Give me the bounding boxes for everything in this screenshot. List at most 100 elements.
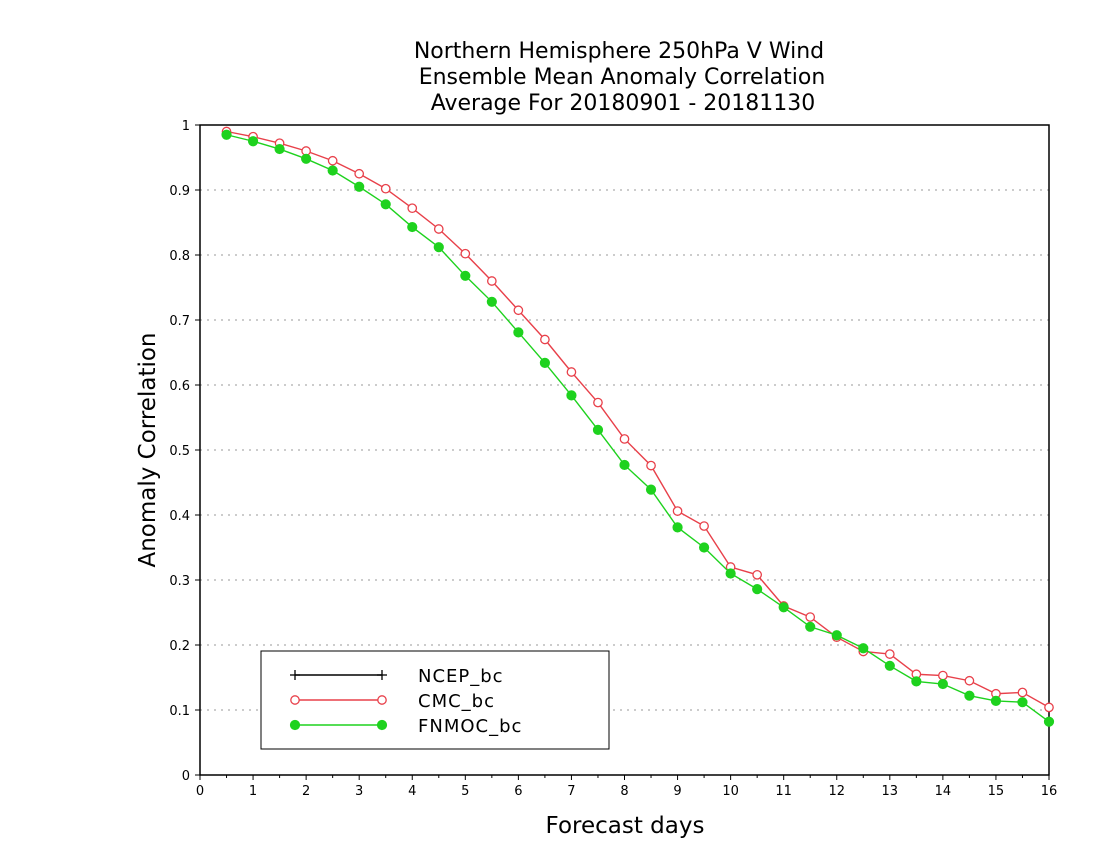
y-tick-label-5: 0.5 <box>169 444 190 459</box>
legend-label-cmc-bc: CMC_bc <box>418 691 495 712</box>
legend-item-cmc-bc: CMC_bc <box>290 691 495 712</box>
grid-lines <box>200 189 1049 711</box>
point-cmc-bc-11 <box>513 305 524 316</box>
series-line-cmc-bc <box>226 130 1050 709</box>
point-cmc-bc-15 <box>619 434 630 444</box>
point-fnmoc-bc-17 <box>672 522 683 533</box>
x-tick-label-12: 12 <box>828 784 845 799</box>
x-tick-label-7: 7 <box>567 784 575 799</box>
chart-title: Northern Hemisphere 250hPa V Wind Ensemb… <box>414 39 825 116</box>
point-cmc-bc-27 <box>938 670 948 681</box>
point-fnmoc-bc-3 <box>301 153 312 164</box>
point-fnmoc-bc-24 <box>858 643 869 654</box>
legend-marker-right-fnmoc-bc <box>376 719 388 731</box>
point-fnmoc-bc-19 <box>725 568 736 579</box>
x-tick-label-15: 15 <box>988 784 1005 799</box>
x-tick-label-1: 1 <box>249 784 257 799</box>
y-tick-label-0: 0 <box>182 769 190 784</box>
point-fnmoc-bc-5 <box>354 181 365 192</box>
x-tick-label-13: 13 <box>882 784 899 799</box>
y-tick-label-1: 0.1 <box>169 704 190 719</box>
y-tick-label-4: 0.4 <box>169 509 190 524</box>
legend-marker-left-cmc-bc <box>290 695 300 705</box>
x-tick-label-6: 6 <box>514 784 522 799</box>
x-tick-label-4: 4 <box>408 784 416 799</box>
point-fnmoc-bc-21 <box>778 602 789 613</box>
point-fnmoc-bc-23 <box>831 630 842 641</box>
point-cmc-bc-31 <box>1044 702 1054 713</box>
point-cmc-bc-20 <box>752 569 763 580</box>
legend-label-fnmoc-bc: FNMOC_bc <box>418 716 522 737</box>
point-cmc-bc-30 <box>1017 687 1028 698</box>
x-tick-label-5: 5 <box>461 784 469 799</box>
y-tick-label-10: 1 <box>182 119 190 134</box>
point-fnmoc-bc-29 <box>990 695 1002 707</box>
point-cmc-bc-14 <box>593 397 603 408</box>
point-cmc-bc-17 <box>672 506 683 516</box>
x-tick-label-16: 16 <box>1041 784 1058 799</box>
point-fnmoc-bc-13 <box>566 390 577 401</box>
point-fnmoc-bc-0 <box>221 129 232 140</box>
point-fnmoc-bc-28 <box>964 690 975 701</box>
point-fnmoc-bc-27 <box>937 678 948 690</box>
x-tick-label-8: 8 <box>620 784 628 799</box>
point-fnmoc-bc-26 <box>911 676 922 687</box>
point-fnmoc-bc-20 <box>752 584 763 595</box>
y-tick-label-2: 0.2 <box>169 639 190 654</box>
legend: NCEP_bc CMC_bc FNMOC_bc <box>260 650 610 750</box>
point-cmc-bc-25 <box>884 649 895 659</box>
y-tick-label-6: 0.6 <box>169 379 190 394</box>
series-cmc-bc <box>221 126 1054 713</box>
point-cmc-bc-16 <box>646 460 656 471</box>
y-tick-label-3: 0.3 <box>169 574 190 589</box>
point-fnmoc-bc-12 <box>539 357 551 368</box>
x-tick-label-0: 0 <box>196 784 204 799</box>
x-axis-label: Forecast days <box>546 813 705 839</box>
x-tick-label-11: 11 <box>775 784 792 799</box>
point-fnmoc-bc-9 <box>460 270 471 281</box>
point-cmc-bc-5 <box>354 168 365 179</box>
series-layer <box>221 126 1055 727</box>
point-cmc-bc-18 <box>699 521 709 531</box>
point-fnmoc-bc-8 <box>433 242 444 253</box>
point-fnmoc-bc-15 <box>619 459 630 471</box>
point-fnmoc-bc-10 <box>486 296 497 307</box>
title-line-2: Ensemble Mean Anomaly Correlation <box>419 65 826 90</box>
legend-item-ncep-bc: NCEP_bc <box>290 666 504 687</box>
point-cmc-bc-22 <box>805 612 816 622</box>
point-cmc-bc-7 <box>407 203 418 214</box>
legend-marker-right-ncep-bc <box>377 670 387 680</box>
point-fnmoc-bc-2 <box>274 143 285 155</box>
point-fnmoc-bc-1 <box>247 136 259 147</box>
legend-marker-left-ncep-bc <box>290 670 300 680</box>
point-fnmoc-bc-31 <box>1043 716 1055 727</box>
point-fnmoc-bc-18 <box>698 542 710 553</box>
axes: 00.10.20.30.40.50.60.70.80.910 1 2 3 4 5 6 7 8 9 1… <box>169 119 1057 799</box>
x-tick-label-2: 2 <box>302 784 310 799</box>
point-fnmoc-bc-30 <box>1017 697 1028 708</box>
y-tick-label-7: 0.7 <box>169 314 190 329</box>
point-fnmoc-bc-4 <box>327 165 338 176</box>
x-tick-label-9: 9 <box>673 784 681 799</box>
legend-marker-right-cmc-bc <box>377 695 387 705</box>
x-tick-label-14: 14 <box>935 784 952 799</box>
y-tick-label-8: 0.8 <box>169 249 190 264</box>
point-fnmoc-bc-14 <box>592 424 604 435</box>
x-tick-label-3: 3 <box>355 784 363 799</box>
x-tick-label-10: 10 <box>722 784 739 799</box>
y-axis-label: Anomaly Correlation <box>135 332 161 567</box>
point-cmc-bc-10 <box>486 276 497 286</box>
point-cmc-bc-13 <box>566 367 577 377</box>
point-cmc-bc-8 <box>433 224 444 234</box>
point-fnmoc-bc-7 <box>407 221 418 233</box>
series-fnmoc-bc <box>221 129 1055 727</box>
point-cmc-bc-4 <box>327 155 338 166</box>
point-cmc-bc-28 <box>964 675 975 686</box>
legend-label-ncep-bc: NCEP_bc <box>418 666 504 687</box>
title-line-3: Average For 20180901 - 20181130 <box>431 91 816 116</box>
legend-marker-left-fnmoc-bc <box>289 719 301 731</box>
title-line-1: Northern Hemisphere 250hPa V Wind <box>414 39 824 64</box>
series-line-fnmoc-bc <box>226 134 1050 723</box>
point-fnmoc-bc-22 <box>805 621 816 632</box>
